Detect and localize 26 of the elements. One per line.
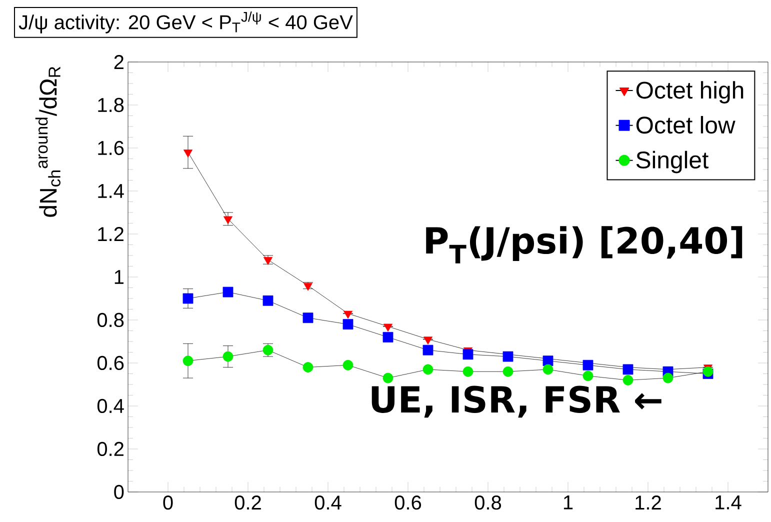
legend-label: Octet low	[636, 116, 736, 134]
y-tick-label: 1.6	[98, 140, 124, 156]
legend-label: Octet high	[636, 81, 744, 104]
x-tick-label: 1.2	[636, 496, 661, 510]
x-tick-label: 0.8	[474, 496, 502, 510]
x-tick-label: 1	[564, 496, 573, 510]
y-tick-label: 0.8	[97, 312, 124, 328]
legend-label: Singlet	[636, 150, 708, 174]
x-tick-label: 0.6	[394, 496, 422, 510]
y-tick-label: 1.2	[98, 227, 124, 241]
chart-title: J/ψ activity: 20 GeV < P$_{T}$$^{J/ψ}$ < 40 GeV	[18, 11, 353, 34]
y-tick-label: 0.6	[97, 356, 124, 370]
x-tick-label: 1.4	[716, 496, 742, 510]
x-tick-label: 0	[163, 496, 173, 510]
y-tick-label: 0	[114, 484, 124, 500]
y-tick-label: 0.2	[97, 442, 124, 456]
y-tick-label: 1.4	[98, 184, 124, 198]
y-tick-label: 1.8	[98, 98, 124, 112]
x-tick-label: 0.2	[234, 496, 261, 510]
y-axis-title: dN$_{ch}$$^{around}$/dΩ$_{R}$	[35, 66, 60, 217]
x-tick-label: 0.4	[314, 496, 342, 510]
y-tick-label: 2	[114, 55, 124, 69]
annotation: P$_{T}$(J/psi) [20,40]	[426, 226, 742, 264]
annotation: UE, ISR, FSR ←	[372, 386, 662, 418]
y-tick-label: 1	[114, 270, 124, 284]
y-tick-label: 0.4	[97, 398, 124, 414]
